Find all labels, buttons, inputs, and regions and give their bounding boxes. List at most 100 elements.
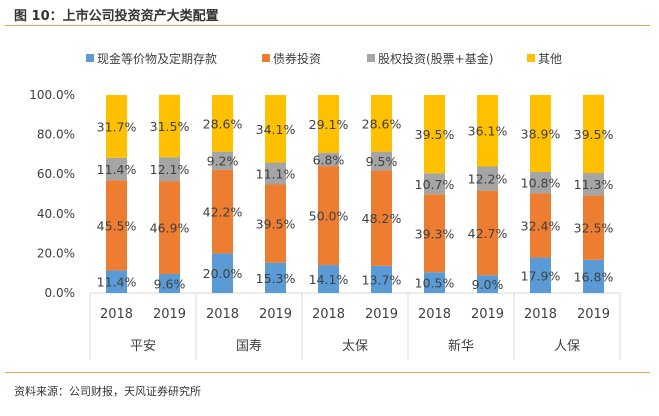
legend-label: 股权投资(股票+基金) [378, 51, 493, 66]
data-label: 42.2% [203, 205, 243, 220]
bar-segment [159, 94, 180, 158]
y-tick-label: 100.0% [29, 88, 75, 102]
x-tick-label: 2018 [206, 307, 239, 322]
bar-segment [477, 166, 498, 191]
data-label: 20.0% [203, 266, 243, 281]
data-label: 32.5% [574, 221, 614, 236]
x-tick-label: 2019 [153, 307, 186, 322]
bar-segment [583, 94, 604, 174]
bar-segment [159, 273, 180, 293]
x-tick-label: 2018 [524, 307, 557, 322]
data-label: 12.1% [150, 162, 190, 177]
footer-divider [5, 372, 650, 373]
data-label: 10.7% [415, 177, 455, 192]
bar-segment [477, 275, 498, 293]
data-label: 38.9% [521, 127, 561, 142]
legend-swatch [367, 54, 375, 62]
bar-segment [265, 184, 286, 263]
data-label: 14.1% [309, 272, 349, 287]
bar-segment [159, 157, 180, 182]
bar-segment [265, 162, 286, 185]
data-label: 46.9% [150, 221, 190, 236]
bar-segment [106, 180, 127, 271]
bar-segment [212, 253, 233, 293]
data-label: 11.4% [97, 162, 137, 177]
data-label: 6.8% [313, 152, 345, 167]
bar-segment [583, 195, 604, 260]
data-label: 48.2% [362, 211, 402, 226]
data-label: 11.4% [97, 275, 137, 290]
bar-segment [583, 259, 604, 293]
group-label: 国寿 [236, 339, 262, 354]
bar-segment [265, 95, 286, 163]
data-label: 9.6% [154, 276, 186, 291]
bar-segment [477, 190, 498, 276]
bar-segment [424, 95, 445, 174]
data-label: 28.6% [362, 116, 402, 131]
data-label: 10.5% [415, 276, 455, 291]
data-label: 9.5% [366, 154, 398, 169]
bar-segment [106, 95, 127, 158]
bar-segment [318, 166, 339, 266]
bar-segment [318, 265, 339, 293]
data-label: 39.5% [415, 127, 455, 142]
data-label: 45.5% [97, 218, 137, 233]
bar-segment [371, 265, 392, 293]
bar-segment [265, 262, 286, 293]
bar-segment [371, 151, 392, 171]
data-label: 28.6% [203, 116, 243, 131]
data-label: 36.1% [468, 124, 508, 139]
bar-segment [530, 95, 551, 173]
bar-segment [371, 95, 392, 152]
bar-segment [212, 169, 233, 254]
title-divider [5, 25, 650, 26]
data-label: 17.9% [521, 268, 561, 283]
bar-segment [371, 170, 392, 266]
data-label: 34.1% [256, 122, 296, 137]
x-tick-label: 2019 [577, 307, 610, 322]
y-tick-label: 20.0% [37, 246, 75, 260]
source-note: 资料来源：公司财报，天风证券研究所 [14, 385, 201, 398]
bar-segment [318, 95, 339, 153]
bar-segment [424, 194, 445, 273]
x-tick-label: 2019 [365, 307, 398, 322]
bar-segment [106, 157, 127, 181]
y-tick-label: 40.0% [37, 207, 75, 221]
bar-segment [106, 270, 127, 293]
legend-swatch [527, 54, 535, 62]
data-label: 9.2% [207, 154, 239, 169]
group-label: 平安 [130, 339, 156, 354]
data-label: 39.3% [415, 226, 455, 241]
figure-title: 图 10：上市公司投资资产大类配置 [14, 9, 219, 24]
data-label: 31.5% [150, 119, 190, 134]
legend-label: 现金等价物及定期存款 [97, 51, 217, 66]
bar-segment [424, 272, 445, 293]
legend-label: 债券投资 [273, 51, 321, 66]
group-label: 太保 [342, 339, 368, 354]
x-tick-label: 2018 [100, 307, 133, 322]
bar-segment [530, 257, 551, 293]
bar-segment [159, 181, 180, 274]
legend-swatch [86, 54, 94, 62]
bar-segment [424, 173, 445, 195]
data-label: 42.7% [468, 226, 508, 241]
data-label: 32.4% [521, 218, 561, 233]
legend-label: 其他 [538, 52, 562, 66]
y-tick-label: 80.0% [37, 128, 75, 142]
x-tick-label: 2019 [471, 307, 504, 322]
bar-segment [530, 193, 551, 258]
stacked-bar-chart: 现金等价物及定期存款 债券投资 股权投资(股票+基金) 其他 0.0% 20.0% 40.0… [29, 51, 621, 360]
y-tick-label: 0.0% [45, 286, 76, 300]
data-label: 11.1% [256, 167, 296, 182]
data-label: 10.8% [521, 176, 561, 191]
data-label: 16.8% [574, 269, 614, 284]
data-label: 15.3% [256, 271, 296, 286]
x-tick-label: 2019 [259, 307, 292, 322]
bar-segment [212, 151, 233, 170]
data-label: 50.0% [309, 209, 349, 224]
bar-segment [212, 95, 233, 152]
data-label: 13.7% [362, 272, 402, 287]
x-tick-label: 2018 [418, 307, 451, 322]
y-tick-label: 60.0% [37, 167, 75, 181]
